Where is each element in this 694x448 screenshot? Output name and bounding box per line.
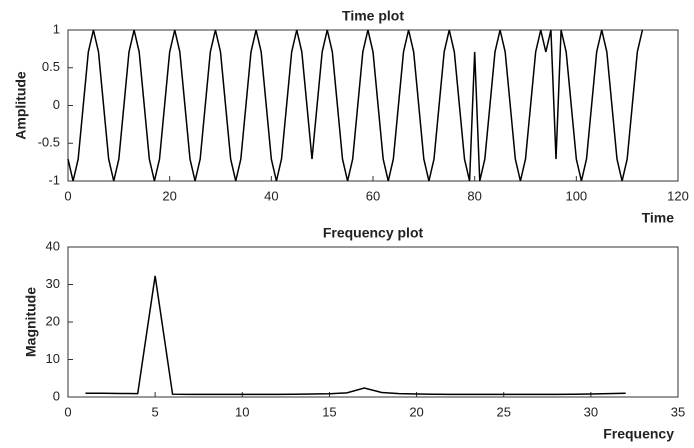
y-axis-label: Magnitude	[23, 287, 39, 357]
y-tick-label: 0.5	[42, 59, 60, 74]
x-tick-label: 0	[64, 404, 71, 419]
x-tick-label: 30	[584, 404, 598, 419]
y-tick-label: 0	[53, 388, 60, 403]
y-tick-label: 10	[46, 351, 60, 366]
x-tick-label: 80	[467, 188, 481, 203]
y-tick-label: -1	[48, 172, 60, 187]
x-tick-label: 25	[496, 404, 510, 419]
axes-box	[67, 246, 679, 398]
x-tick-label: 20	[162, 188, 176, 203]
y-tick-label: -0.5	[38, 135, 60, 150]
y-tick-label: 1	[53, 21, 60, 36]
x-tick-label: 120	[667, 188, 689, 203]
x-tick-label: 35	[671, 404, 685, 419]
x-tick-label: 20	[409, 404, 423, 419]
x-tick-label: 100	[565, 188, 587, 203]
chart-title: Time plot	[342, 8, 404, 24]
data-line	[67, 29, 644, 182]
chart-title: Frequency plot	[323, 225, 424, 241]
y-axis-label: Amplitude	[13, 71, 29, 140]
y-tick-label: 30	[46, 276, 60, 291]
x-tick-label: 60	[366, 188, 380, 203]
x-tick-label: 0	[64, 188, 71, 203]
y-tick-label: 20	[46, 313, 60, 328]
y-tick-label: 0	[53, 97, 60, 112]
x-tick-label: 15	[322, 404, 336, 419]
x-tick-label: 40	[264, 188, 278, 203]
x-tick-label: 5	[152, 404, 159, 419]
y-tick-label: 40	[46, 238, 60, 253]
x-axis-label: Frequency	[603, 426, 674, 442]
data-line	[85, 275, 626, 396]
x-tick-label: 10	[235, 404, 249, 419]
x-axis-label: Time	[642, 210, 675, 226]
